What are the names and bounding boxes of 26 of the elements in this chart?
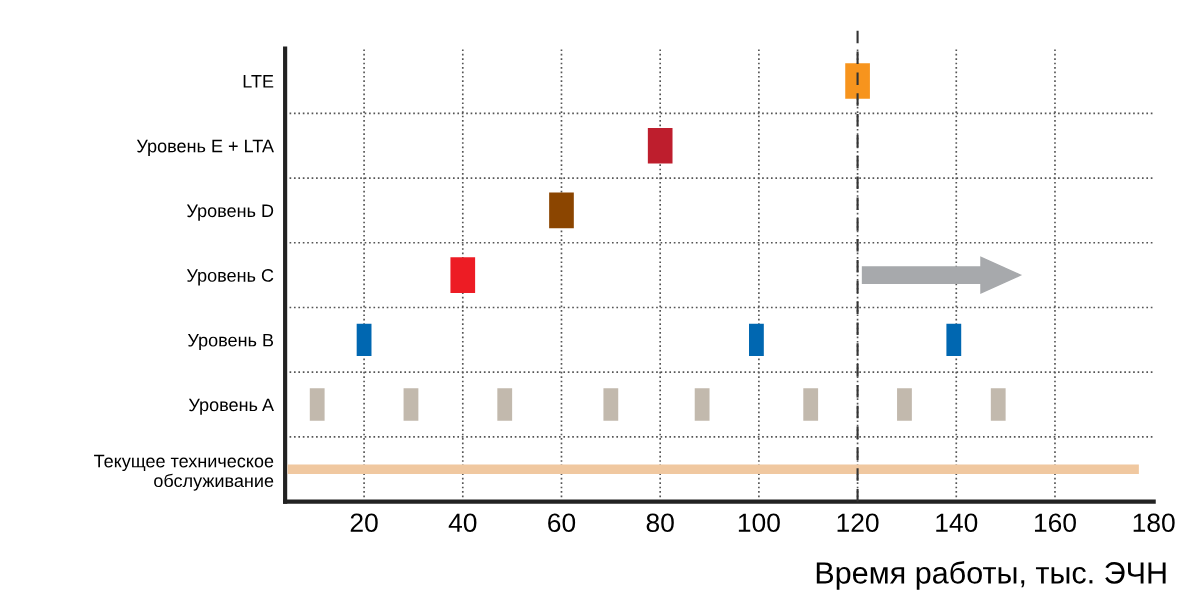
bar <box>897 388 912 421</box>
bar <box>694 388 710 421</box>
bar <box>845 63 870 99</box>
y-tick-label: Уровень E + LTA <box>136 139 274 156</box>
x-tick-label: 120 <box>837 513 879 533</box>
y-tick-label: Уровень A <box>188 398 274 415</box>
x-tick-label: 140 <box>936 513 978 533</box>
x-tick-label: 160 <box>1034 513 1076 533</box>
bar <box>450 257 476 293</box>
y-tick-label: LTE <box>243 75 274 88</box>
y-tick-label: Уровень B <box>187 333 274 351</box>
x-tick-label: 60 <box>548 513 576 533</box>
x-tick-label: 100 <box>738 513 780 533</box>
bar <box>647 127 673 164</box>
y-tick-label: Уровень D <box>186 204 274 221</box>
bar <box>803 388 819 421</box>
y-tick-label: Уровень C <box>186 269 274 286</box>
bar <box>603 388 619 421</box>
y-tick-label: Текущее техническое обслуживание <box>94 454 274 491</box>
x-tick-label: 180 <box>1133 513 1175 533</box>
x-tick-label: 20 <box>350 513 378 533</box>
bar <box>549 192 574 229</box>
x-tick-label: 80 <box>646 513 674 533</box>
x-axis-title: Время работы, тыс. ЭЧН <box>816 561 1166 590</box>
x-tick-label: 40 <box>448 513 477 533</box>
bar <box>990 388 1006 421</box>
